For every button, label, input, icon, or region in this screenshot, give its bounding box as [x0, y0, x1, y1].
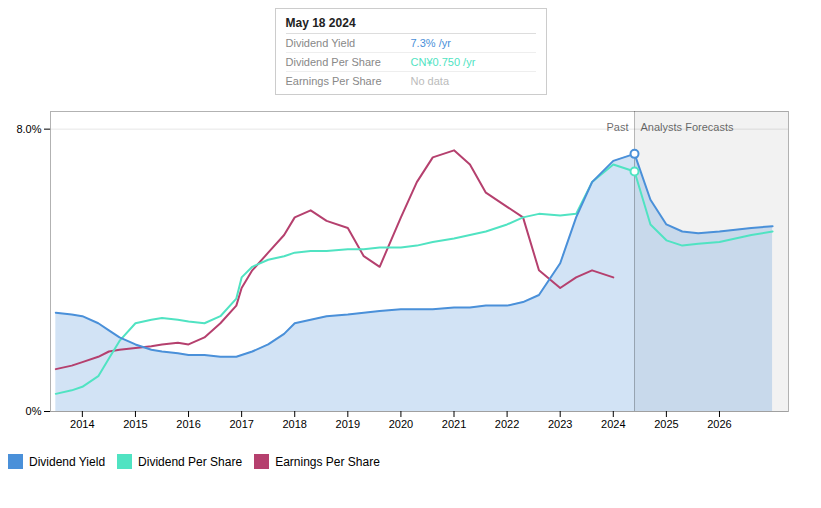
html-text:7.3% /yr: 7.3% /yr: [410, 37, 451, 49]
svg-text:2017: 2017: [229, 418, 253, 430]
svg-text:2021: 2021: [442, 418, 466, 430]
svg-text:2016: 2016: [176, 418, 200, 430]
svg-text:0%: 0%: [26, 405, 42, 417]
html-text:CN¥0.750 /yr: CN¥0.750 /yr: [410, 56, 476, 68]
svg-text:2026: 2026: [707, 418, 731, 430]
svg-text:Analysts Forecasts: Analysts Forecasts: [641, 121, 734, 133]
svg-text:2024: 2024: [601, 418, 625, 430]
html-text:No data: No data: [410, 75, 449, 87]
html-text:Earnings Per Share: Earnings Per Share: [275, 454, 380, 469]
html-text:Dividend Per Share: Dividend Per Share: [285, 56, 381, 68]
svg-text:Past: Past: [607, 121, 629, 133]
svg-text:8.0%: 8.0%: [16, 123, 41, 135]
html-text:Dividend Yield: Dividend Yield: [29, 454, 106, 469]
svg-text:2022: 2022: [495, 418, 519, 430]
svg-text:2019: 2019: [336, 418, 360, 430]
svg-text:2018: 2018: [282, 418, 306, 430]
html-text:Earnings Per Share: Earnings Per Share: [285, 75, 382, 87]
html-text:May 18 2024: May 18 2024: [285, 16, 356, 30]
svg-text:2014: 2014: [70, 418, 94, 430]
html-text:Dividend Per Share: Dividend Per Share: [138, 454, 243, 469]
svg-text:2020: 2020: [389, 418, 413, 430]
svg-text:2025: 2025: [654, 418, 678, 430]
svg-text:2023: 2023: [548, 418, 572, 430]
html-text:Dividend Yield: Dividend Yield: [285, 37, 356, 49]
svg-text:2015: 2015: [123, 418, 147, 430]
